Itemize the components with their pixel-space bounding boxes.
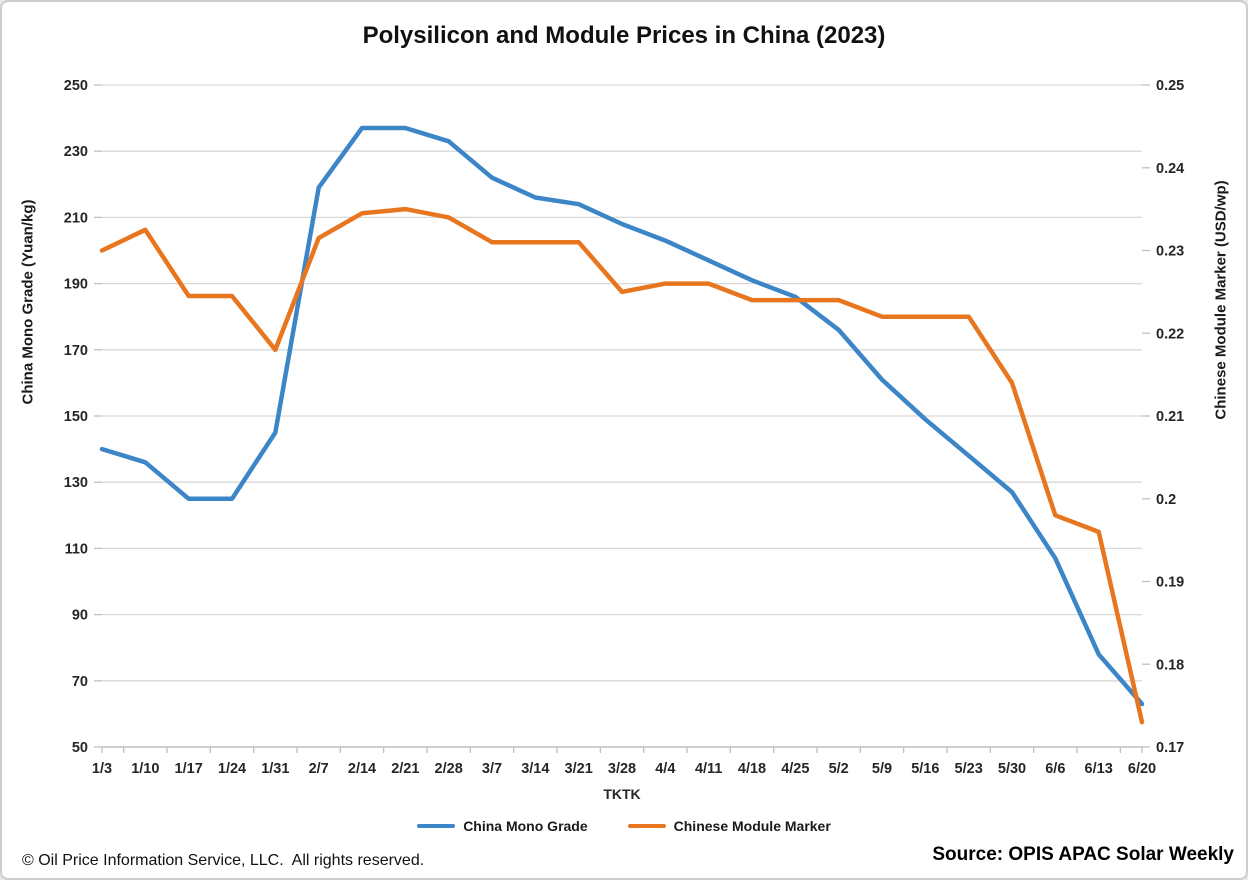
- y-right-tick-label: 0.19: [1156, 575, 1184, 591]
- x-tick-label: 1/31: [261, 761, 289, 777]
- x-tick-label: 6/6: [1045, 761, 1065, 777]
- series-line-chinese-module-marker: [99, 206, 1145, 725]
- y-right-tick-label: 0.24: [1156, 161, 1184, 177]
- x-tick-label: 1/3: [92, 761, 112, 777]
- legend-label: China Mono Grade: [463, 818, 588, 834]
- y-right-tick-label: 0.22: [1156, 326, 1184, 342]
- x-tick-label: 6/13: [1085, 761, 1113, 777]
- y-right-tick-label: 0.23: [1156, 244, 1184, 260]
- y-right-axis-title: Chinese Module Marker (USD/wp): [1212, 180, 1230, 420]
- x-tick-label: 6/20: [1128, 761, 1156, 777]
- source-text: Source: OPIS APAC Solar Weekly: [932, 844, 1234, 865]
- x-axis-title: TKTK: [603, 786, 641, 802]
- y-right-tick-label: 0.17: [1156, 740, 1184, 756]
- y-left-tick-label: 250: [64, 78, 88, 94]
- chart-title: Polysilicon and Module Prices in China (…: [362, 22, 886, 49]
- x-tick-label: 4/4: [655, 761, 675, 777]
- x-tick-label: 4/11: [695, 761, 722, 777]
- x-tick-label: 5/16: [911, 761, 939, 777]
- x-tick-label: 5/30: [998, 761, 1026, 777]
- y-left-tick-label: 50: [72, 740, 88, 756]
- y-left-tick-label: 230: [64, 144, 88, 160]
- y-left-tick-label: 90: [72, 608, 88, 624]
- x-tick-label: 3/14: [521, 761, 549, 777]
- x-tick-label: 5/23: [955, 761, 983, 777]
- x-tick-label: 2/14: [348, 761, 376, 777]
- x-tick-label: 5/9: [872, 761, 892, 777]
- y-right-tick-label: 0.2: [1156, 492, 1176, 508]
- y-left-axis-title: China Mono Grade (Yuan/kg): [19, 199, 37, 405]
- y-left-tick-label: 210: [64, 210, 88, 226]
- y-left-tick-label: 190: [64, 277, 88, 293]
- legend-item-chinese-module-marker: Chinese Module Marker: [627, 818, 831, 834]
- x-tick-label: 1/17: [175, 761, 203, 777]
- x-tick-label: 4/18: [738, 761, 766, 777]
- y-left-tick-label: 70: [72, 674, 88, 690]
- series-line-china-mono-grade: [99, 125, 1145, 707]
- x-tick-label: 4/25: [781, 761, 809, 777]
- x-tick-label: 5/2: [829, 761, 849, 777]
- y-right-tick-label: 0.18: [1156, 657, 1184, 673]
- x-tick-label: 2/21: [391, 761, 419, 777]
- y-left-tick-label: 110: [65, 541, 88, 557]
- legend-label: Chinese Module Marker: [673, 818, 831, 834]
- legend-line-swatch-blue-icon: [417, 824, 456, 828]
- x-tick-label: 3/28: [608, 761, 636, 777]
- x-tick-label: 1/10: [131, 761, 159, 777]
- y-right-tick-label: 0.21: [1156, 409, 1184, 425]
- legend: China Mono Grade Chinese Module Marker: [2, 818, 1246, 834]
- y-left-tick-label: 130: [64, 475, 88, 491]
- x-tick-label: 3/7: [482, 761, 502, 777]
- y-left-tick-label: 170: [64, 343, 88, 359]
- x-tick-label: 3/21: [565, 761, 593, 777]
- x-tick-label: 2/7: [309, 761, 329, 777]
- legend-item-china-mono-grade: China Mono Grade: [417, 818, 588, 834]
- copyright-text: © Oil Price Information Service, LLC. Al…: [22, 852, 425, 869]
- y-left-tick-label: 150: [64, 409, 88, 425]
- x-tick-label: 1/24: [218, 761, 246, 777]
- y-right-tick-label: 0.25: [1156, 78, 1184, 94]
- legend-line-swatch-orange-icon: [627, 824, 666, 828]
- x-tick-label: 2/28: [435, 761, 463, 777]
